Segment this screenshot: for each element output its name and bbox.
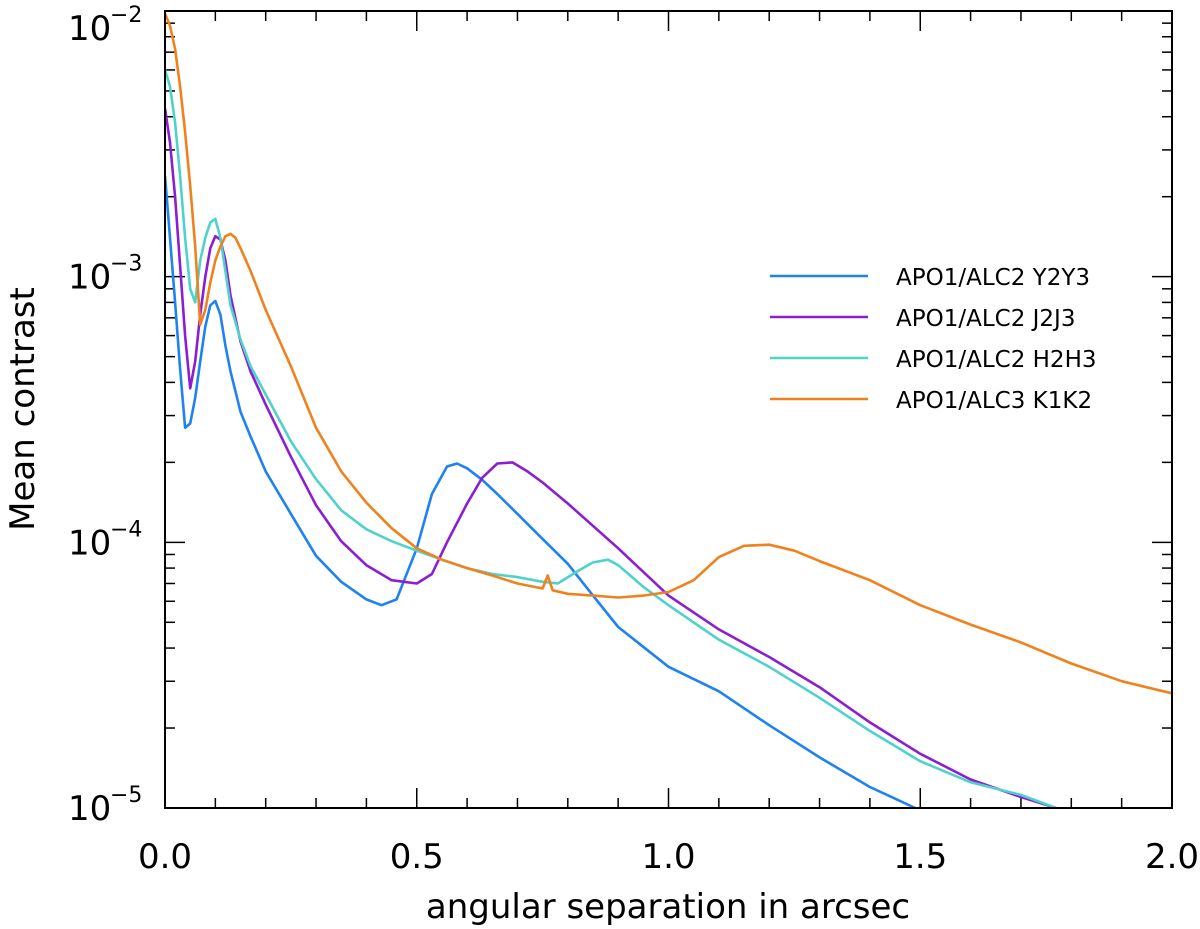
y-tick-exponent: −5 — [110, 783, 142, 808]
y-tick-exponent: −2 — [110, 3, 142, 28]
series-line-1 — [165, 175, 916, 808]
x-tick-label: 2.0 — [1145, 837, 1199, 877]
y-tick-base: 10 — [68, 9, 111, 49]
legend-label: APO1/ALC2 J2J3 — [896, 306, 1075, 332]
y-tick-exponent: −4 — [110, 517, 142, 542]
x-tick-label: 1.5 — [893, 837, 947, 877]
x-tick-label: 0.5 — [390, 837, 444, 877]
y-tick-label: 10−5 — [68, 783, 142, 829]
legend-entry-3: APO1/ALC2 H2H3 — [770, 347, 1097, 373]
legend-entry-2: APO1/ALC2 J2J3 — [770, 306, 1075, 332]
y-tick-base: 10 — [68, 523, 111, 563]
minor-ticks — [165, 11, 1172, 808]
series-layer — [165, 12, 1172, 808]
y-tick-label: 10−3 — [68, 252, 142, 298]
legend-entry-1: APO1/ALC2 Y2Y3 — [770, 265, 1090, 291]
y-tick-label: 10−2 — [68, 3, 142, 49]
y-tick-label: 10−4 — [68, 517, 142, 563]
x-tick-label: 1.0 — [641, 837, 695, 877]
series-line-4 — [165, 12, 1172, 695]
legend-label: APO1/ALC2 Y2Y3 — [896, 265, 1090, 291]
y-tick-exponent: −3 — [110, 252, 142, 277]
legend: APO1/ALC2 Y2Y3 APO1/ALC2 J2J3 APO1/ALC2 H2… — [770, 265, 1097, 414]
x-axis-title: angular separation in arcsec — [426, 887, 910, 927]
legend-entry-4: APO1/ALC3 K1K2 — [770, 388, 1092, 414]
y-tick-base: 10 — [68, 789, 111, 829]
y-tick-base: 10 — [68, 258, 111, 298]
x-tick-label: 0.0 — [138, 837, 192, 877]
legend-label: APO1/ALC2 H2H3 — [896, 347, 1097, 373]
legend-label: APO1/ALC3 K1K2 — [896, 388, 1092, 414]
y-axis-title: Mean contrast — [3, 287, 43, 531]
series-line-3 — [165, 69, 1057, 808]
tick-labels: 0.0 0.5 1.0 1.5 2.010−510−410−310−2 — [68, 3, 1199, 877]
plot-frame — [164, 10, 1173, 809]
